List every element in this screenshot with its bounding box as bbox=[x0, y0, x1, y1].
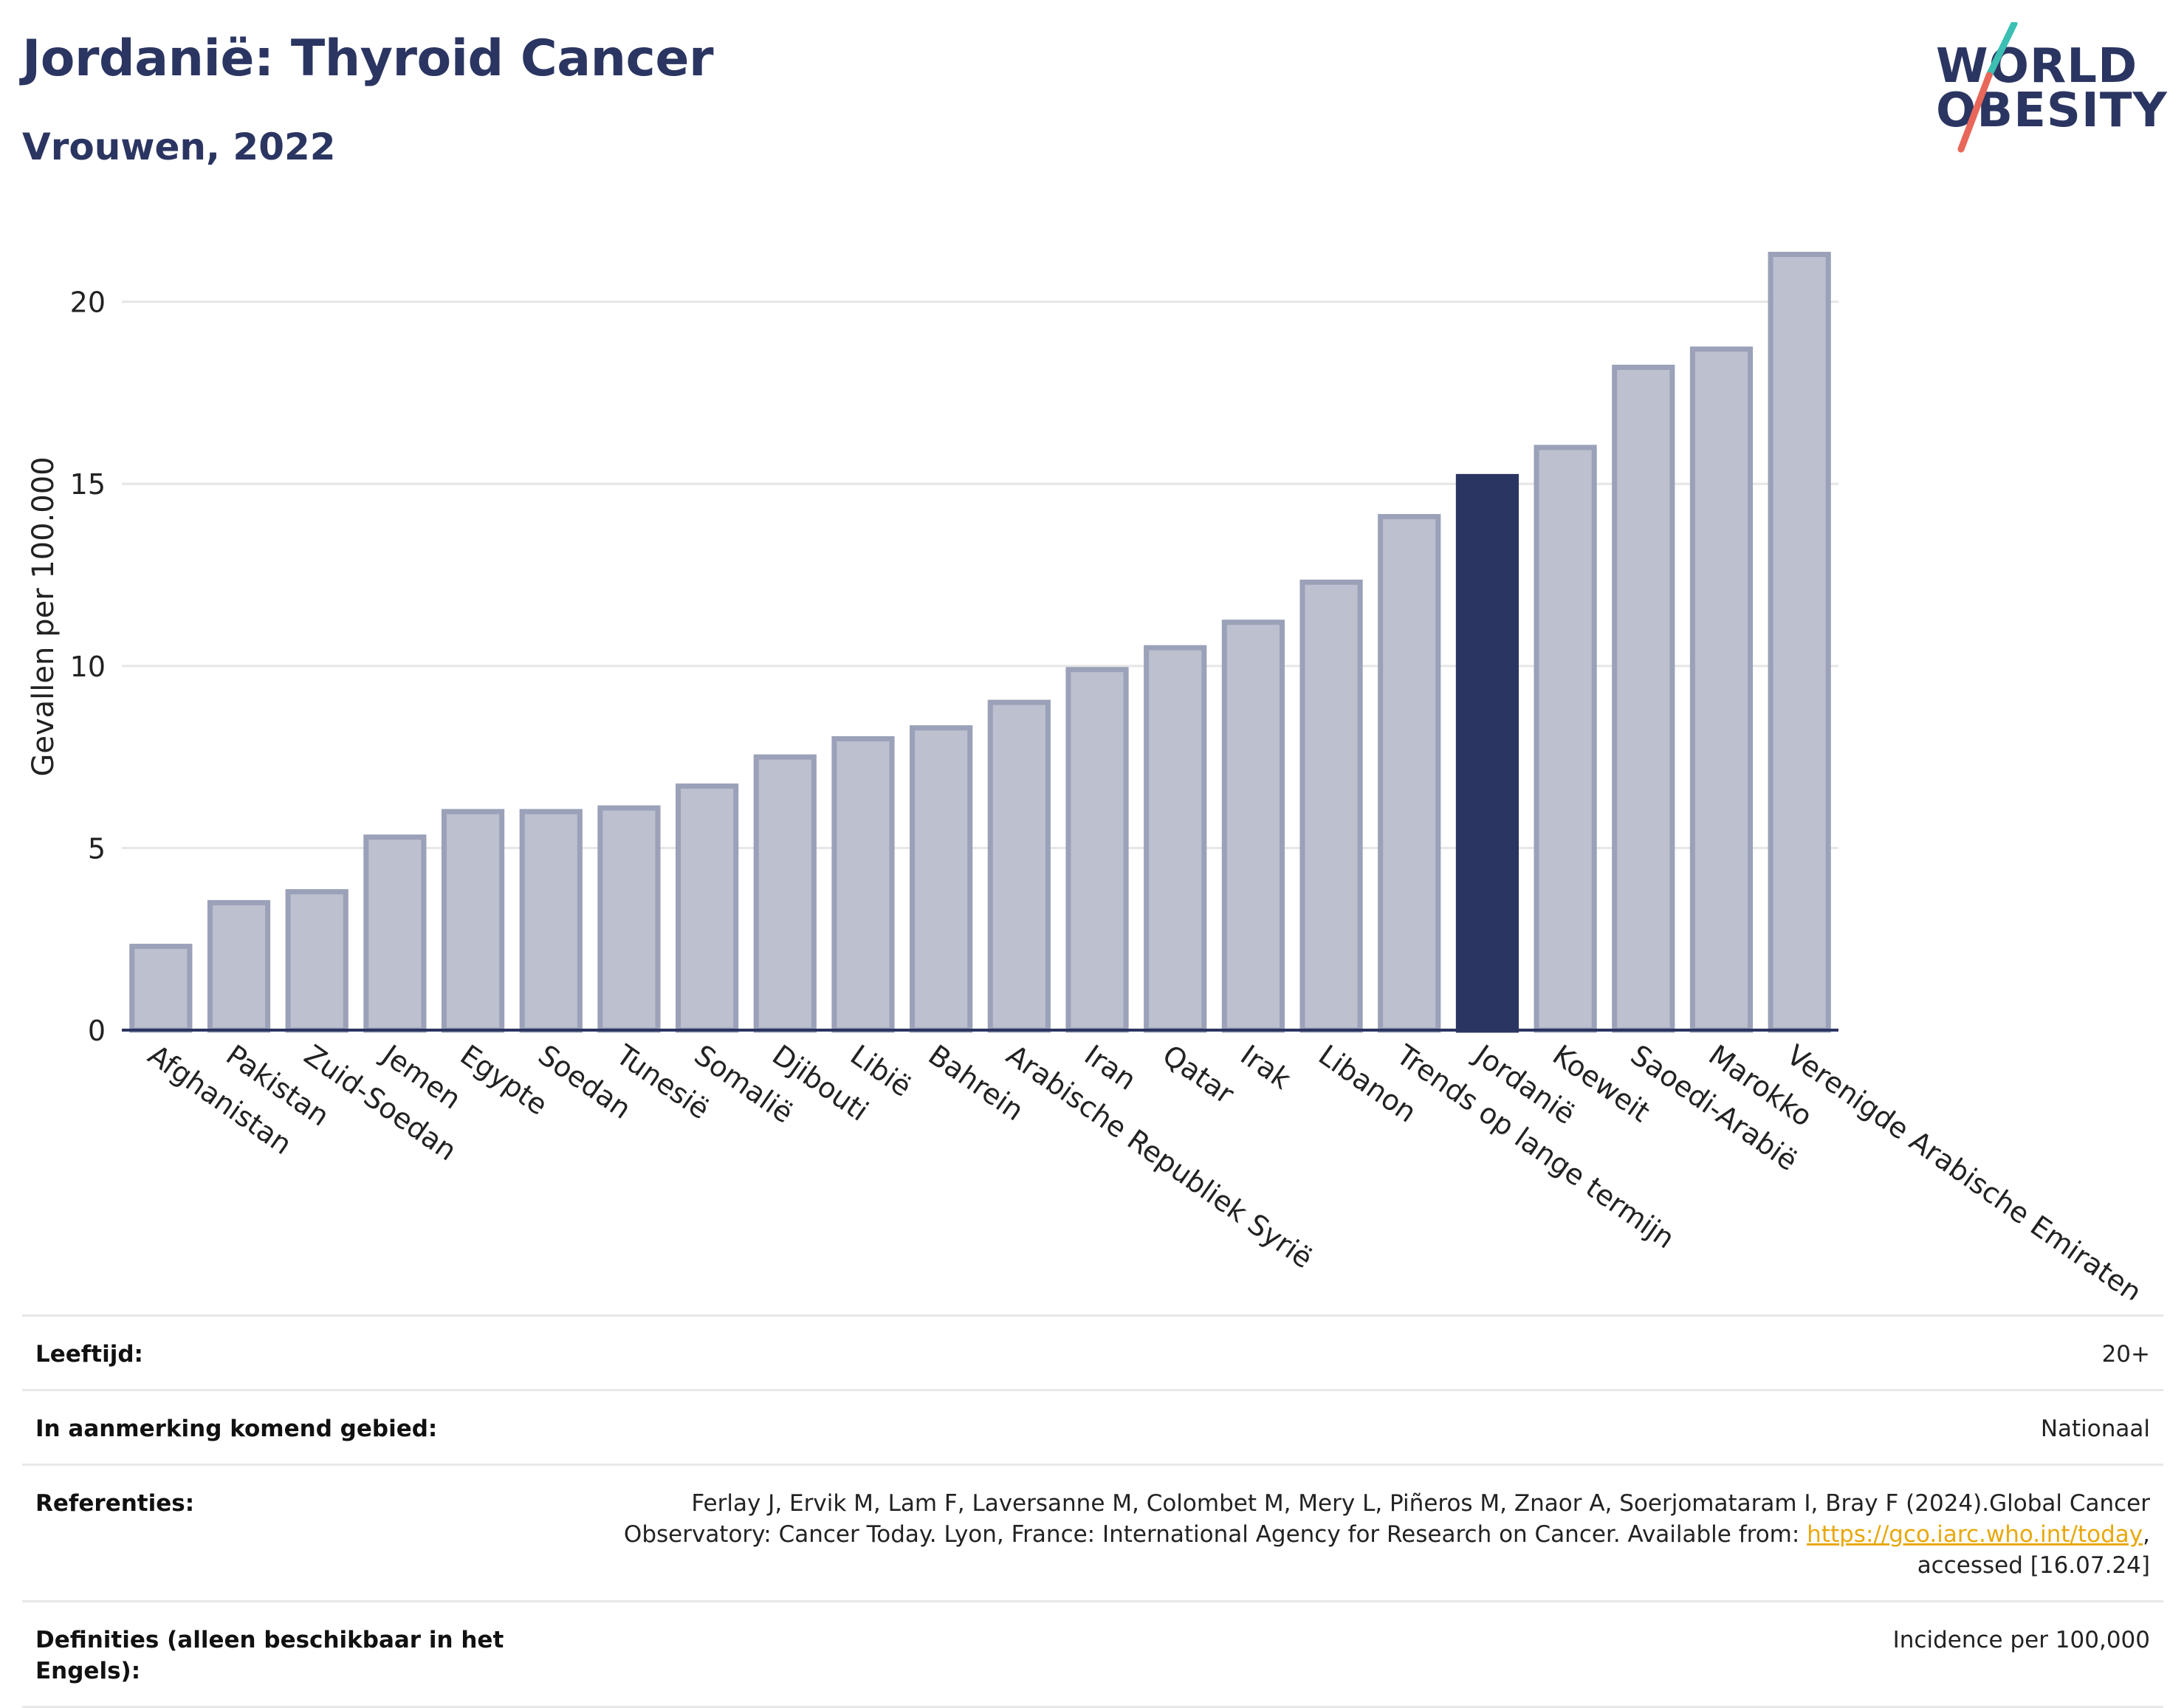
bar bbox=[441, 809, 505, 1033]
meta-row-references: Referenties: Ferlay J, Ervik M, Lam F, L… bbox=[22, 1464, 2163, 1600]
bar bbox=[1299, 579, 1363, 1033]
meta-value: Nationaal bbox=[2040, 1416, 2150, 1442]
y-tick-labels: 0 5 10 15 20 bbox=[70, 287, 106, 1047]
bar bbox=[831, 735, 895, 1033]
x-tick-label: Qatar bbox=[1157, 1038, 1240, 1111]
meta-label: Leeftijd: bbox=[35, 1341, 143, 1368]
page-title: Jordanië: Thyroid Cancer bbox=[22, 30, 714, 88]
bar bbox=[1378, 514, 1441, 1033]
x-tick-labels: AfghanistanPakistanZuid-SoedanJemenEgypt… bbox=[142, 1038, 2148, 1300]
bar bbox=[1455, 473, 1519, 1033]
y-tick-label: 20 bbox=[70, 287, 106, 319]
x-tick-label: Irak bbox=[1234, 1038, 1297, 1095]
meta-label: Definities (alleen beschikbaar in het En… bbox=[35, 1627, 504, 1684]
meta-value: Incidence per 100,000 bbox=[1892, 1627, 2150, 1653]
bar bbox=[363, 834, 427, 1033]
bar-chart: 0 5 10 15 20 AfghanistanPakistanZuid-SoedanJ… bbox=[27, 252, 2148, 1300]
bar bbox=[1065, 667, 1129, 1033]
meta-value: 20+ bbox=[2101, 1341, 2150, 1368]
logo-line-1: WORLD bbox=[1936, 39, 2138, 94]
reference-accessed: , accessed [16.07.24] bbox=[1917, 1521, 2150, 1579]
meta-row-definitions: Definities (alleen beschikbaar in het En… bbox=[22, 1600, 2163, 1708]
y-tick-label: 10 bbox=[70, 651, 106, 683]
x-tick-label: Egypte bbox=[454, 1038, 553, 1121]
bars bbox=[122, 252, 1838, 1033]
reference-link[interactable]: https://gco.iarc.who.int/today bbox=[1807, 1521, 2143, 1548]
bar bbox=[519, 809, 583, 1033]
y-axis-label: Gevallen per 100.000 bbox=[27, 456, 61, 776]
bar bbox=[676, 783, 739, 1033]
reference-text: Ferlay J, Ervik M, Lam F, Laversanne M, … bbox=[623, 1490, 2150, 1548]
metadata-table: Leeftijd: 20+ In aanmerking komend gebie… bbox=[22, 1314, 2163, 1708]
bar bbox=[129, 944, 193, 1033]
bar bbox=[753, 754, 817, 1033]
page-subtitle: Vrouwen, 2022 bbox=[22, 126, 336, 168]
bar bbox=[1144, 645, 1207, 1033]
bar bbox=[1534, 445, 1597, 1033]
bar bbox=[1221, 620, 1285, 1033]
meta-row-area: In aanmerking komend gebied: Nationaal bbox=[22, 1389, 2163, 1464]
meta-label: In aanmerking komend gebied: bbox=[35, 1416, 438, 1442]
bar bbox=[207, 899, 271, 1033]
meta-value: Ferlay J, Ervik M, Lam F, Laversanne M, … bbox=[563, 1488, 2150, 1581]
world-obesity-logo: WORLD OBESITY bbox=[1927, 22, 2171, 155]
y-tick-label: 0 bbox=[88, 1015, 106, 1047]
bar bbox=[910, 725, 973, 1033]
y-tick-label: 5 bbox=[88, 832, 106, 865]
logo-slash-icon bbox=[1957, 22, 2018, 153]
bar bbox=[1768, 252, 1831, 1033]
meta-row-age: Leeftijd: 20+ bbox=[22, 1314, 2163, 1389]
y-tick-label: 15 bbox=[70, 468, 106, 501]
bar bbox=[597, 805, 661, 1033]
bar bbox=[987, 699, 1051, 1033]
x-tick-label: Verenigde Arabische Emiraten bbox=[1781, 1038, 2148, 1300]
meta-label: Referenties: bbox=[35, 1490, 195, 1517]
bar bbox=[1612, 364, 1675, 1033]
bar bbox=[1689, 346, 1754, 1033]
bar bbox=[285, 889, 348, 1033]
